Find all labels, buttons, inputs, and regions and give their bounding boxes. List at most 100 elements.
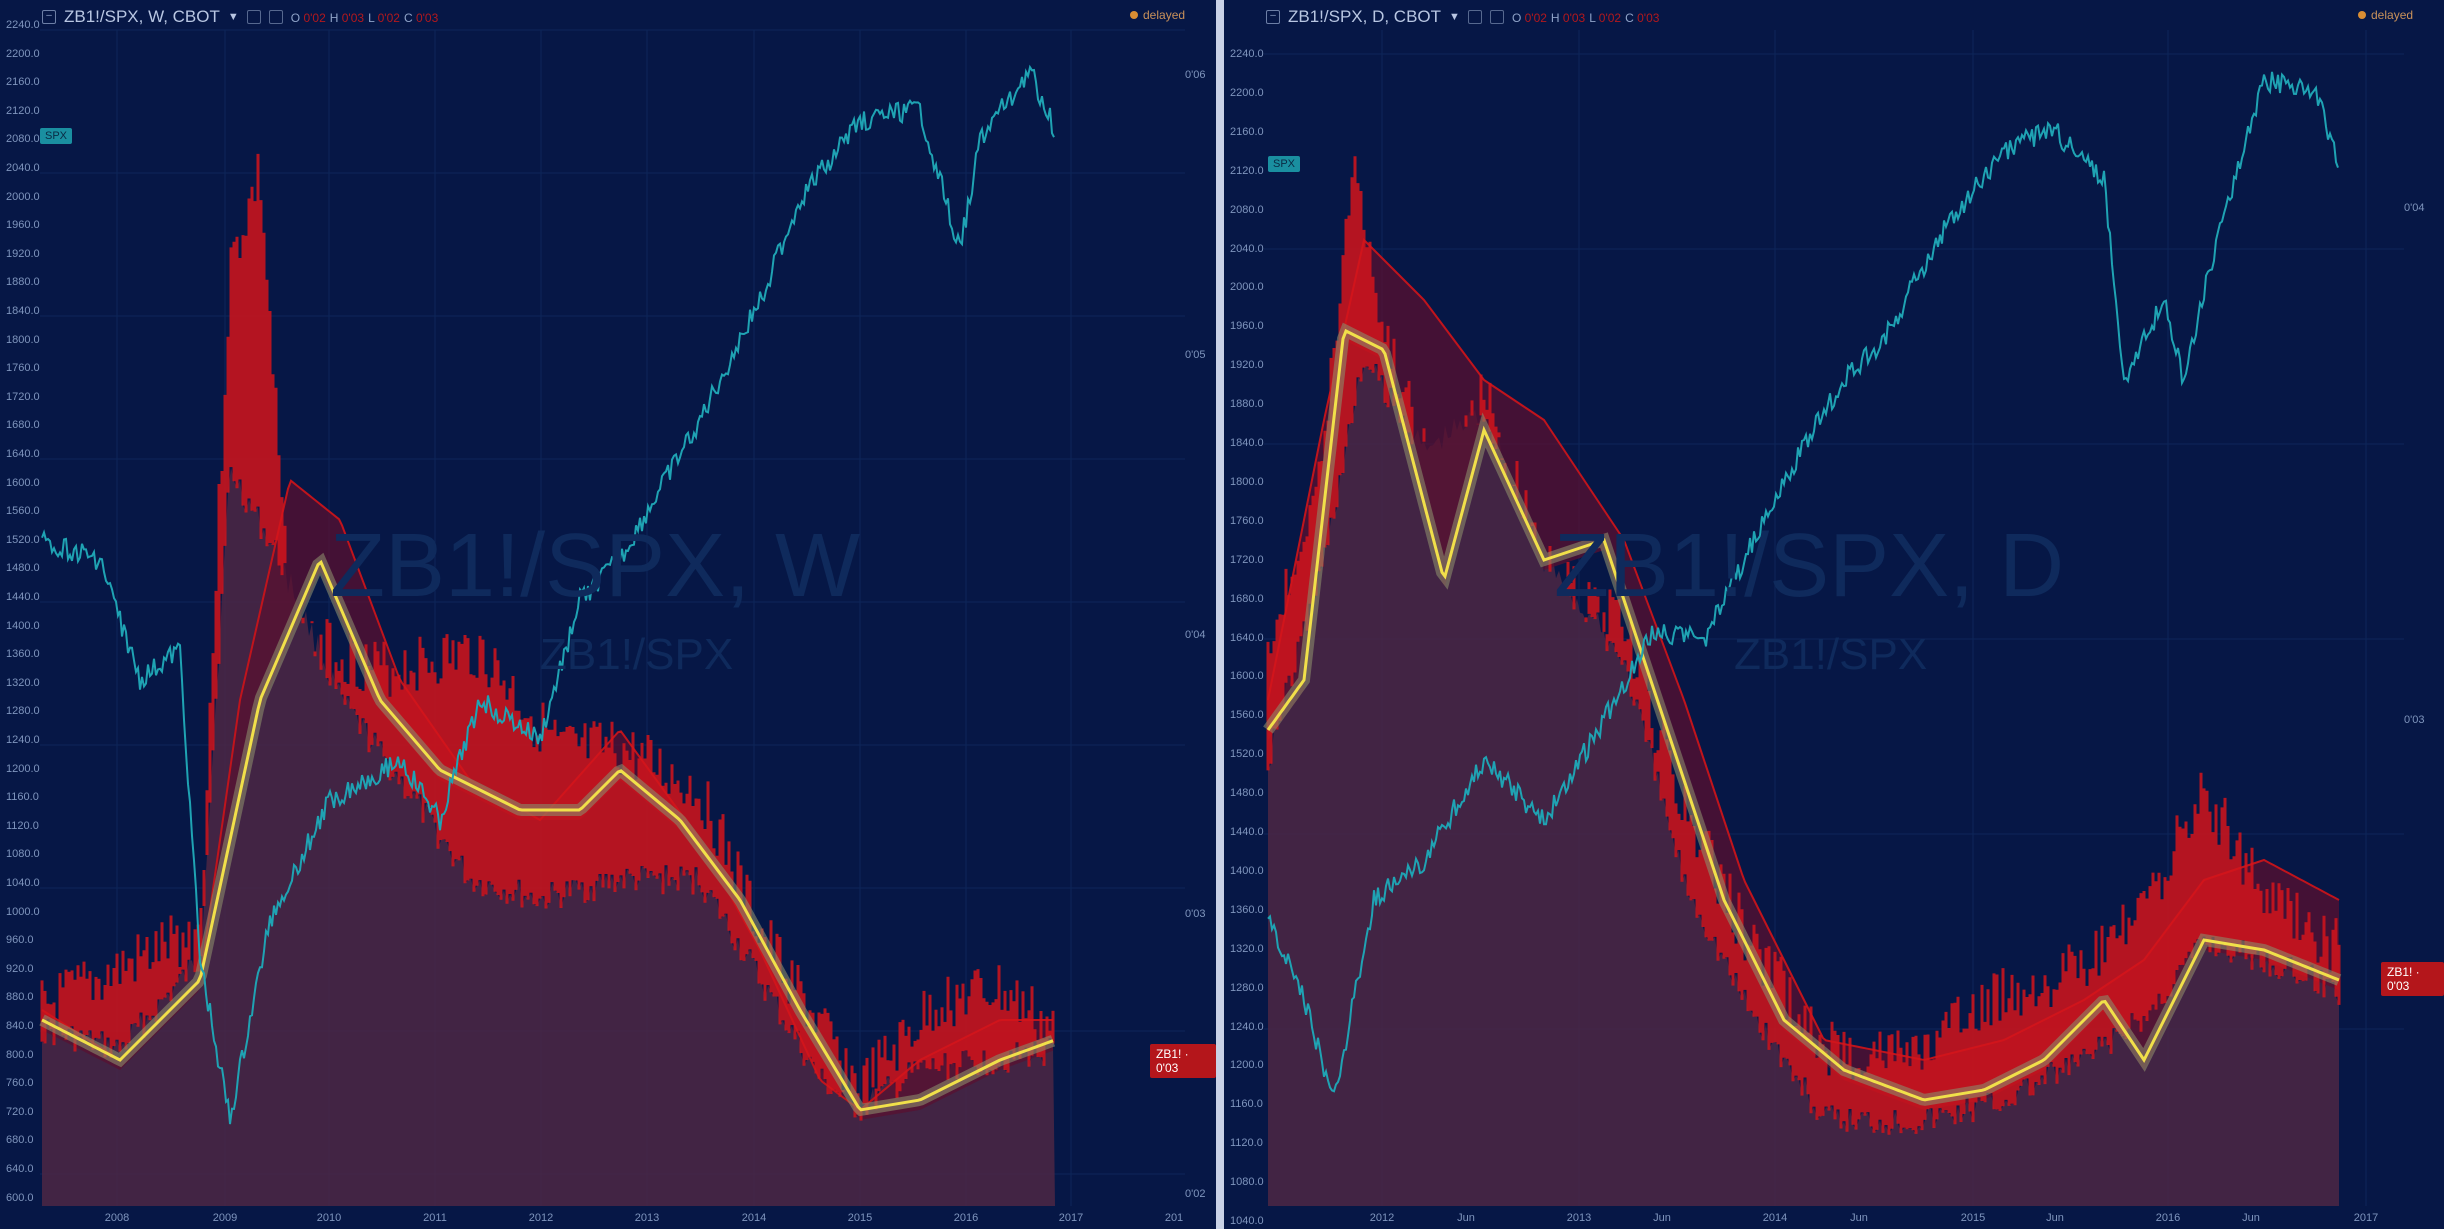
- collapse-icon[interactable]: –: [42, 10, 56, 24]
- price-tick-label: 1200.0: [6, 762, 40, 775]
- price-tick-label: 1280.0: [6, 705, 40, 718]
- price-tick-label: 1680.0: [6, 419, 40, 432]
- right-chart-header: – ZB1!/SPX, D, CBOT ▼ O 0'02 H 0'03 L 0'02…: [1266, 6, 1663, 28]
- pane-divider[interactable]: [1216, 0, 1224, 1229]
- ohlc-value: 0'02: [303, 11, 326, 25]
- price-tick-label: 1000.0: [6, 905, 40, 918]
- collapse-icon[interactable]: –: [1266, 10, 1280, 24]
- price-tick-label: 1640.0: [1230, 631, 1264, 644]
- price-tick-label: 1960.0: [6, 219, 40, 232]
- ratio-tick-label: 0'06: [1185, 69, 1206, 81]
- price-tick-label: 1560.0: [1230, 709, 1264, 722]
- price-tick-label: 1720.0: [6, 390, 40, 403]
- price-tick-label: 2160.0: [1230, 125, 1264, 138]
- status-dot-icon: [1130, 11, 1138, 19]
- price-tick-label: 1880.0: [1230, 398, 1264, 411]
- spx-line: [1267, 71, 2339, 1093]
- price-tick-label: 800.0: [6, 1048, 34, 1061]
- ohlc-value: 0'03: [415, 11, 439, 25]
- right-price-axis[interactable]: 2240.0 2200.0 2160.0 2120.0 2080.0 2040.0 2000…: [1226, 0, 1266, 1229]
- price-tick-label: 1560.0: [6, 505, 40, 518]
- time-tick-label: 2009: [212, 1212, 238, 1224]
- ma-line: [1266, 328, 2340, 1102]
- price-tick-label: 1440.0: [1230, 826, 1264, 838]
- price-tick-label: 2240.0: [1230, 48, 1264, 60]
- right-time-axis[interactable]: 2012 Jun 2013 Jun 2014 Jun 2015 Jun 2016 Jun 2017: [1224, 1206, 2444, 1228]
- time-tick-label: 2017: [1058, 1212, 1084, 1224]
- ohlc-value: 0'03: [341, 11, 365, 25]
- price-tick-label: 1960.0: [1230, 320, 1264, 333]
- ohlc-key: L: [1589, 11, 1599, 25]
- ohlc-key: O: [290, 11, 304, 25]
- price-tick-label: 1040.0: [1230, 1215, 1264, 1227]
- right-symbol-title[interactable]: ZB1!/SPX, D, CBOT: [1288, 7, 1442, 26]
- price-tick-label: 1920.0: [6, 247, 40, 260]
- price-tick-label: 1400.0: [6, 619, 40, 632]
- price-tick-label: 720.0: [6, 1105, 34, 1118]
- ohlc-key: H: [1550, 11, 1563, 25]
- right-chart-pane[interactable]: 2240.0 2200.0 2160.0 2120.0 2080.0 2040.0 2000…: [1224, 0, 2444, 1229]
- price-tick-label: 760.0: [6, 1077, 34, 1090]
- price-tick-label: 1840.0: [6, 305, 40, 317]
- price-tick-label: 1200.0: [1230, 1059, 1264, 1072]
- ohlc-value: 0'02: [1598, 11, 1622, 25]
- right-plot-area[interactable]: [1224, 0, 2444, 1229]
- price-tick-label: 960.0: [6, 934, 34, 947]
- spx-line: [41, 64, 1055, 1125]
- time-tick-label: 2017: [2353, 1212, 2379, 1224]
- price-tick-label: 1240.0: [1230, 1020, 1264, 1033]
- ratio-area: [1268, 364, 2339, 1206]
- ohlc-value: 0'03: [1562, 11, 1586, 25]
- chevron-down-icon[interactable]: ▼: [227, 11, 239, 23]
- ohlc-key: H: [329, 11, 342, 25]
- visibility-icon[interactable]: [1489, 10, 1504, 24]
- price-tick-label: 1520.0: [6, 533, 40, 546]
- time-tick-label: 2010: [316, 1212, 342, 1224]
- left-delayed-label: delayed: [1143, 8, 1186, 22]
- price-tick-label: 2080.0: [1230, 203, 1264, 216]
- price-tick-label: 1600.0: [6, 476, 40, 489]
- ma-line: [41, 559, 1054, 1112]
- left-chart-header: – ZB1!/SPX, W, CBOT ▼ O 0'02 H 0'03 L 0'02…: [42, 6, 442, 28]
- price-tick-label: 2160.0: [6, 76, 40, 89]
- price-tick-label: 680.0: [6, 1134, 34, 1147]
- price-tick-label: 2080.0: [6, 133, 40, 146]
- settings-icon[interactable]: [1467, 10, 1482, 24]
- price-tick-label: 1760.0: [1230, 514, 1264, 527]
- price-tick-label: 1360.0: [1230, 903, 1264, 916]
- price-tick-label: 1520.0: [1230, 748, 1264, 761]
- settings-icon[interactable]: [246, 10, 261, 24]
- price-tick-label: 1120.0: [6, 819, 39, 832]
- price-tick-label: 1080.0: [1230, 1176, 1264, 1189]
- left-plot-area[interactable]: [0, 0, 1216, 1229]
- price-tick-label: 2040.0: [1230, 242, 1264, 255]
- time-tick-label: Jun: [1653, 1212, 1671, 1224]
- right-watermark-sub: ZB1!/SPX: [1734, 630, 1928, 679]
- visibility-icon[interactable]: [268, 10, 283, 24]
- price-tick-label: 1800.0: [6, 333, 40, 346]
- right-delayed-status: delayed: [2358, 8, 2413, 22]
- chevron-down-icon[interactable]: ▼: [1449, 11, 1460, 23]
- time-tick-label: Jun: [2046, 1212, 2064, 1224]
- price-tick-label: 1880.0: [6, 276, 40, 289]
- left-ratio-axis[interactable]: 0'06 0'05 0'04 0'03 0'02: [1185, 0, 1216, 1229]
- price-tick-label: 1360.0: [6, 648, 40, 661]
- left-chart-pane[interactable]: 2240.0 2200.0 2160.0 2120.0 2080.0 2040.0 2000…: [0, 0, 1216, 1229]
- right-ratio-axis[interactable]: 0'04 0'03: [2404, 0, 2444, 1229]
- price-tick-label: 2240.0: [6, 19, 40, 31]
- price-tick-label: 1600.0: [1230, 670, 1264, 683]
- left-zb-price-badge: ZB1! · 0'03: [1150, 1044, 1216, 1078]
- left-symbol-title[interactable]: ZB1!/SPX, W, CBOT: [64, 7, 220, 26]
- price-tick-label: 1280.0: [1230, 981, 1264, 994]
- ratio-tick-label: 0'04: [2404, 202, 2425, 214]
- ratio-tick-label: 0'05: [1185, 349, 1206, 361]
- left-price-axis[interactable]: 2240.0 2200.0 2160.0 2120.0 2080.0 2040.0 2000…: [2, 0, 42, 1229]
- left-time-axis[interactable]: 2008 2009 2010 2011 2012 2013 2014 2015 2016 2017…: [0, 1206, 1216, 1228]
- time-tick-label: Jun: [2242, 1212, 2260, 1224]
- price-tick-label: 880.0: [6, 991, 34, 1004]
- price-tick-label: 1480.0: [1230, 787, 1264, 800]
- left-watermark-sub: ZB1!/SPX: [540, 630, 734, 679]
- price-tick-label: 1160.0: [1230, 1098, 1263, 1111]
- price-tick-label: 1040.0: [6, 877, 40, 889]
- price-tick-label: 600.0: [6, 1191, 34, 1204]
